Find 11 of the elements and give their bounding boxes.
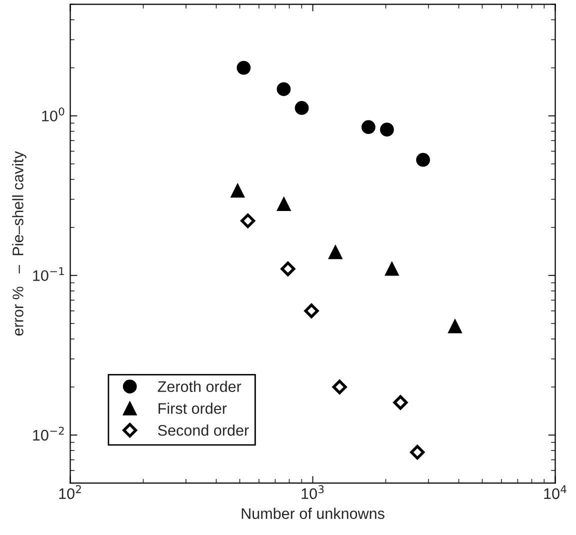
- x-axis-title: Number of unknowns: [242, 508, 384, 519]
- x-tick-label: 10$^{2}$: [59, 485, 81, 500]
- y-tick-label: 10$^{0}$: [42, 107, 64, 122]
- legend-label: Zeroth order: [158, 380, 242, 392]
- y-axis-title: error % – Pie–shell cavity: [12, 151, 26, 336]
- y-tick-label: 10$^{−2}$: [33, 426, 64, 441]
- y-tick-label: 10$^{−1}$: [33, 267, 64, 282]
- legend-label: First order: [158, 402, 227, 414]
- x-tick-label: 10$^{3}$: [302, 485, 324, 500]
- x-tick-label: 10$^{4}$: [544, 485, 566, 500]
- legend-label: Second order: [158, 424, 249, 436]
